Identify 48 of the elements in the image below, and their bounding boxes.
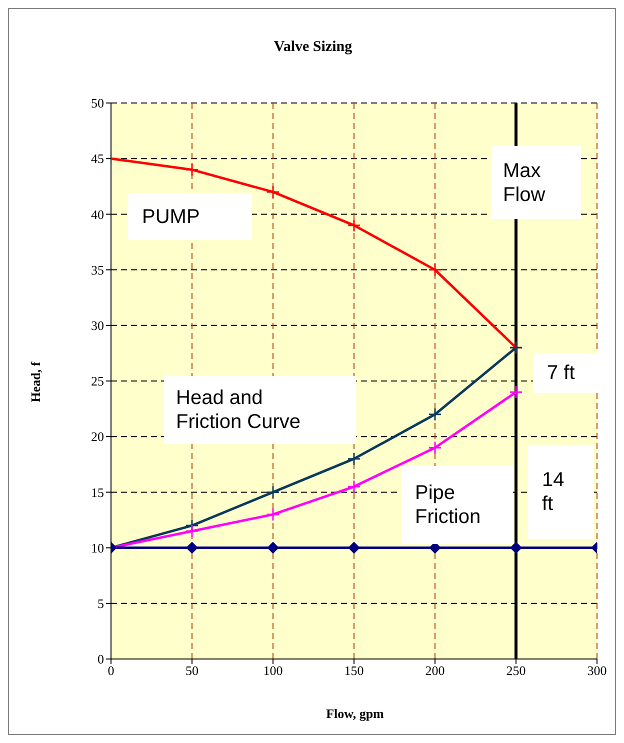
point [266, 185, 280, 199]
point [347, 452, 361, 466]
y-tick-label: 5 [98, 596, 104, 612]
y-tick-label: 45 [91, 151, 104, 166]
point [267, 542, 279, 554]
y-tick-label: 30 [91, 318, 104, 334]
point [428, 263, 442, 277]
text-box: PUMP [128, 193, 252, 240]
y-tick-label: 10 [91, 540, 104, 556]
annotation: 14 ft [542, 468, 566, 516]
point [266, 508, 280, 522]
chart-title: Valve Sizing [272, 39, 354, 56]
point [185, 162, 199, 176]
series-label: PUMP [142, 204, 201, 228]
point [347, 480, 361, 494]
text-box: 14 ft [528, 445, 594, 539]
point [186, 542, 198, 554]
x-tick-label: 50 [186, 663, 198, 678]
point [428, 408, 442, 422]
point [509, 385, 523, 399]
x-tick-label: 200 [425, 663, 445, 678]
point [348, 542, 360, 554]
y-axis-title: Head, f [28, 362, 44, 402]
text-box: Pipe Friction [401, 466, 513, 544]
y-tick-label: 35 [91, 262, 104, 278]
y-tick-label: 50 [91, 96, 104, 111]
y-tick-label: 15 [91, 484, 104, 500]
y-tick-label: 25 [91, 374, 104, 389]
text: Head and Friction Curve [176, 386, 302, 434]
ref-line-label: Max Flow [503, 158, 546, 206]
y-tick-label: 0 [98, 652, 104, 667]
x-tick-label: 0 [108, 663, 114, 678]
annotation: 7 ft [547, 361, 576, 385]
text-box: Max Flow [491, 146, 581, 219]
point [347, 218, 361, 232]
point [428, 440, 442, 454]
x-tick-label: 100 [263, 663, 283, 678]
x-tick-label: 300 [587, 663, 607, 678]
x-tick-label: 150 [344, 663, 364, 678]
point [185, 524, 199, 538]
x-axis-title: Flow, gpm [325, 706, 385, 722]
point [266, 485, 280, 499]
y-tick-label: 40 [91, 206, 104, 222]
point [510, 542, 522, 554]
text-box: Head and Friction Curve [164, 376, 356, 444]
y-tick-label: 20 [91, 429, 104, 444]
x-tick-label: 250 [506, 663, 526, 678]
series-label: Pipe Friction [415, 481, 482, 529]
